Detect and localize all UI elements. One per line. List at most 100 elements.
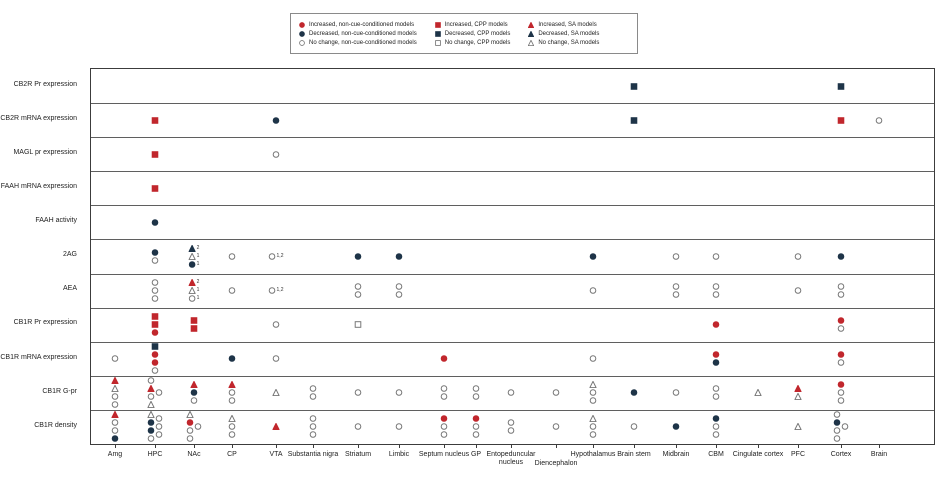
column-label: PFC (791, 451, 805, 458)
data-cell (589, 274, 597, 308)
marker-circle-no-icon (472, 431, 480, 439)
marker-triangle-no-icon (754, 389, 762, 397)
row-label: MAGL pr expression (13, 149, 77, 157)
marker-circle-no-icon (395, 423, 403, 431)
x-axis-tick (115, 444, 116, 448)
data-cell (552, 376, 560, 410)
marker-circle-no-icon (672, 291, 680, 298)
marker-circle-no-icon (507, 419, 515, 427)
marker-circle-no-icon (228, 397, 236, 405)
data-cell (151, 308, 159, 342)
marker-square-no-icon (434, 39, 441, 46)
marker-circle-no-icon (151, 279, 159, 286)
marker-circle-no-icon (111, 393, 119, 401)
marker-circle-inc-icon (440, 355, 448, 363)
marker-circle-no-icon: 1 (188, 295, 199, 302)
marker-circle-no-icon (794, 253, 802, 260)
marker-count-label: 1 (196, 287, 200, 294)
marker-circle-no-icon (589, 389, 597, 397)
data-cell (272, 103, 280, 137)
marker-triangle-inc-icon (272, 423, 280, 431)
marker-circle-no-icon (672, 283, 680, 290)
data-cell (151, 103, 159, 137)
marker-circle-dec-icon (151, 249, 159, 256)
data-cell (837, 69, 845, 103)
marker-circle-no-icon (228, 431, 236, 439)
marker-square-inc-icon (151, 150, 159, 158)
marker-circle-no-icon (272, 321, 280, 328)
x-axis-tick (716, 444, 717, 448)
data-cell (395, 410, 403, 444)
marker-circle-no-icon (155, 431, 163, 439)
data-cell (440, 342, 448, 376)
data-cell (354, 376, 362, 410)
legend-item: No change, non-cue-conditioned models (299, 40, 417, 46)
marker-circle-no-icon (507, 427, 515, 435)
marker-square-inc-icon (151, 321, 159, 328)
column-label: NAc (187, 451, 201, 458)
data-cell (833, 410, 849, 444)
marker-circle-inc-icon (440, 415, 448, 423)
marker-square-inc-icon (151, 313, 159, 320)
data-cell (228, 239, 236, 273)
marker-circle-no-icon (837, 283, 845, 290)
plot-area: Amg HPC NAc CP VTA Substantia nigra Striatum Li… (90, 68, 935, 467)
marker-triangle-inc-icon (111, 411, 119, 419)
legend-item-label: No change, SA models (538, 39, 600, 46)
data-cell (395, 376, 403, 410)
column-label: VTA (269, 451, 283, 458)
marker-circle-no-icon (309, 423, 317, 431)
data-cell (630, 69, 638, 103)
data-cell (794, 376, 802, 410)
marker-circle-no-icon (589, 423, 597, 431)
marker-triangle-inc-icon: 2 (188, 279, 199, 287)
row-label: FAAH activity (35, 217, 77, 225)
marker-circle-no-icon (147, 435, 155, 443)
data-cell (190, 376, 198, 410)
legend-item-label: Increased, CPP models (444, 21, 508, 28)
marker-circle-inc-icon (186, 419, 194, 427)
marker-circle-no-icon (552, 389, 560, 397)
legend-item-label: No change, non-cue-conditioned models (309, 39, 417, 46)
marker-circle-no-icon (833, 411, 841, 419)
data-cell (354, 410, 362, 444)
marker-triangle-dec-icon (528, 30, 535, 37)
marker-circle-no-icon (472, 393, 480, 401)
marker-circle-no-icon (147, 393, 155, 401)
marker-circle-no-icon (440, 393, 448, 401)
marker-circle-no-icon (194, 423, 202, 431)
marker-circle-dec-icon (630, 389, 638, 397)
data-cell (228, 274, 236, 308)
marker-circle-no-icon (186, 427, 194, 435)
legend-item: Decreased, CPP models (434, 31, 510, 37)
marker-circle-no-icon (111, 355, 119, 363)
marker-circle-no-icon (837, 397, 845, 405)
data-cell (395, 274, 403, 308)
data-cell (712, 308, 720, 342)
marker-square-dec-icon (837, 82, 845, 90)
marker-circle-dec-icon (147, 419, 155, 427)
marker-square-inc-icon (190, 325, 198, 332)
row-separator-line (91, 409, 934, 411)
marker-triangle-no-icon (528, 39, 535, 46)
marker-square-inc-icon (434, 21, 441, 28)
data-cell (186, 410, 202, 444)
marker-circle-dec-icon (299, 30, 305, 37)
row-label: CB1R G-pr (42, 387, 77, 395)
column-label: Entopeduncular nucleus (486, 451, 536, 467)
legend-item-label: No change, CPP models (444, 39, 511, 46)
marker-circle-no-icon (712, 431, 720, 439)
column-label: Hypothalamus (570, 451, 616, 458)
marker-square-inc-icon (151, 116, 159, 124)
marker-circle-no-icon (589, 287, 597, 294)
data-cell (837, 342, 845, 376)
legend-column: Increased, non-cue-conditioned models Dec… (299, 22, 417, 46)
row-separator-line (91, 171, 934, 173)
x-axis-tick (313, 444, 314, 448)
marker-circle-dec-icon (228, 355, 236, 363)
marker-circle-no-icon (228, 253, 236, 260)
marker-count-label: 1 (196, 252, 200, 259)
marker-triangle-dec-icon: 2 (188, 244, 199, 252)
data-cell (440, 376, 448, 410)
legend-item: Increased, SA models (528, 21, 599, 28)
